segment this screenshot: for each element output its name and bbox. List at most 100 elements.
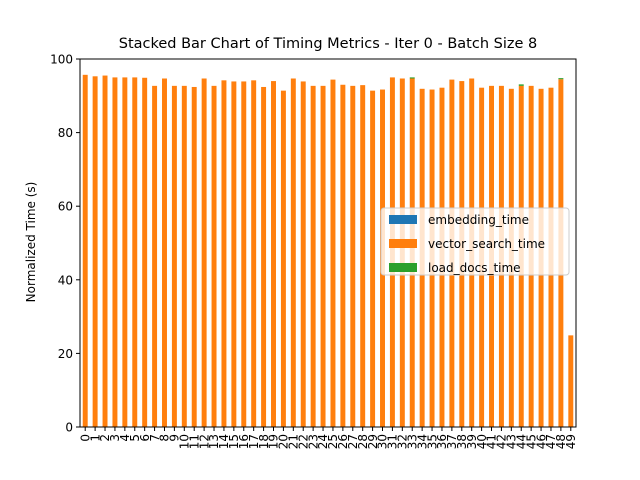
x-tick-label: 9 xyxy=(168,434,182,442)
bar-vector_search_time-17 xyxy=(251,80,257,427)
x-tick-label: 46 xyxy=(534,434,548,449)
x-tick-label: 38 xyxy=(455,434,469,449)
x-tick-label: 34 xyxy=(415,434,429,449)
x-tick-label: 31 xyxy=(386,434,400,449)
chart-title: Stacked Bar Chart of Timing Metrics - It… xyxy=(119,36,538,52)
x-tick-label: 33 xyxy=(405,434,419,449)
bar-vector_search_time-28 xyxy=(360,85,366,427)
bar-vector_search_time-27 xyxy=(350,85,356,427)
x-tick-label: 13 xyxy=(207,434,221,449)
y-tick-label: 60 xyxy=(58,200,73,214)
y-tick-label: 100 xyxy=(50,53,73,67)
x-tick-label: 40 xyxy=(475,434,489,449)
bar-vector_search_time-49 xyxy=(568,335,574,427)
legend-swatch-load_docs_time xyxy=(389,263,417,272)
x-tick-label: 12 xyxy=(197,434,211,449)
bar-vector_search_time-18 xyxy=(261,86,267,427)
legend-label-vector_search_time: vector_search_time xyxy=(428,237,545,251)
x-tick-label: 18 xyxy=(257,434,271,449)
x-tick-label: 8 xyxy=(158,434,172,442)
y-tick-label: 40 xyxy=(58,273,73,287)
legend-swatch-embedding_time xyxy=(389,215,417,224)
bar-vector_search_time-26 xyxy=(340,84,346,427)
x-tick-label: 4 xyxy=(118,434,132,442)
bar-vector_search_time-16 xyxy=(241,81,247,427)
x-tick-label: 14 xyxy=(217,434,231,449)
y-axis-label: Normalized Time (s) xyxy=(24,182,38,303)
bar-vector_search_time-22 xyxy=(300,81,306,427)
x-tick-label: 49 xyxy=(564,434,578,449)
x-tick-label: 41 xyxy=(485,434,499,449)
bar-vector_search_time-5 xyxy=(132,77,138,427)
plot-frame xyxy=(79,58,577,428)
bar-vector_search_time-21 xyxy=(290,78,296,427)
bar-load_docs_time-44 xyxy=(518,84,524,86)
bar-vector_search_time-12 xyxy=(201,78,207,427)
y-tick-label: 0 xyxy=(65,421,73,435)
legend-swatch-vector_search_time xyxy=(389,239,417,248)
bar-vector_search_time-6 xyxy=(142,77,148,427)
bar-vector_search_time-23 xyxy=(310,85,316,427)
bar-vector_search_time-20 xyxy=(280,90,286,427)
bar-vector_search_time-7 xyxy=(152,85,158,427)
x-tick-label: 22 xyxy=(296,434,310,449)
x-tick-label: 37 xyxy=(445,434,459,449)
x-tick-label: 5 xyxy=(128,434,142,442)
bar-vector_search_time-29 xyxy=(370,90,376,427)
y-tick-label: 20 xyxy=(58,347,73,361)
bar-vector_search_time-1 xyxy=(92,76,98,427)
x-tick-label: 24 xyxy=(316,434,330,449)
x-tick-label: 15 xyxy=(227,434,241,449)
x-tick-label: 19 xyxy=(267,434,281,449)
x-tick-label: 44 xyxy=(514,434,528,449)
x-tick-label: 20 xyxy=(277,434,291,449)
x-tick-label: 23 xyxy=(306,434,320,449)
x-ticks: 0123456789101112131415161718192021222324… xyxy=(78,427,578,449)
bar-vector_search_time-8 xyxy=(162,78,167,427)
bar-vector_search_time-24 xyxy=(320,85,326,427)
x-tick-label: 43 xyxy=(505,434,519,449)
legend-box xyxy=(380,207,570,276)
x-tick-label: 10 xyxy=(178,434,192,449)
bar-vector_search_time-2 xyxy=(102,75,108,427)
legend-label-load_docs_time: load_docs_time xyxy=(428,261,521,275)
x-tick-label: 48 xyxy=(554,434,568,449)
x-tick-label: 11 xyxy=(187,434,201,449)
x-tick-label: 16 xyxy=(237,434,251,449)
x-tick-label: 47 xyxy=(544,434,558,449)
x-tick-label: 2 xyxy=(98,434,112,442)
x-tick-label: 27 xyxy=(346,434,360,449)
x-tick-label: 7 xyxy=(148,434,162,442)
x-tick-label: 29 xyxy=(366,434,380,449)
bar-load_docs_time-48 xyxy=(558,78,564,80)
x-tick-label: 21 xyxy=(287,434,301,449)
x-tick-label: 6 xyxy=(138,434,152,442)
x-tick-label: 3 xyxy=(108,434,122,442)
x-tick-label: 26 xyxy=(336,434,350,449)
x-tick-label: 25 xyxy=(326,434,340,449)
x-tick-label: 0 xyxy=(78,434,92,442)
bar-vector_search_time-0 xyxy=(82,74,88,427)
x-tick-label: 35 xyxy=(425,434,439,449)
legend-entries: embedding_time vector_search_time load_doc… xyxy=(389,213,545,275)
y-ticks: 0 20 40 60 80 100 xyxy=(50,53,80,435)
bar-vector_search_time-4 xyxy=(122,77,128,427)
x-tick-label: 42 xyxy=(495,434,509,449)
x-tick-label: 1 xyxy=(88,434,102,442)
x-tick-label: 36 xyxy=(435,434,449,449)
legend-label-embedding_time: embedding_time xyxy=(428,213,529,227)
x-tick-label: 39 xyxy=(465,434,479,449)
x-tick-label: 28 xyxy=(356,434,370,449)
bar-vector_search_time-13 xyxy=(211,85,217,427)
bar-vector_search_time-11 xyxy=(191,86,197,427)
bar-vector_search_time-10 xyxy=(181,85,187,427)
bar-load_docs_time-33 xyxy=(409,77,415,79)
x-tick-label: 45 xyxy=(524,434,538,449)
y-tick-label: 80 xyxy=(58,126,73,140)
x-tick-label: 32 xyxy=(396,434,410,449)
bar-vector_search_time-19 xyxy=(271,81,276,427)
bar-vector_search_time-15 xyxy=(231,81,237,427)
legend: embedding_time vector_search_time load_doc… xyxy=(380,207,570,276)
bar-vector_search_time-3 xyxy=(112,77,118,427)
